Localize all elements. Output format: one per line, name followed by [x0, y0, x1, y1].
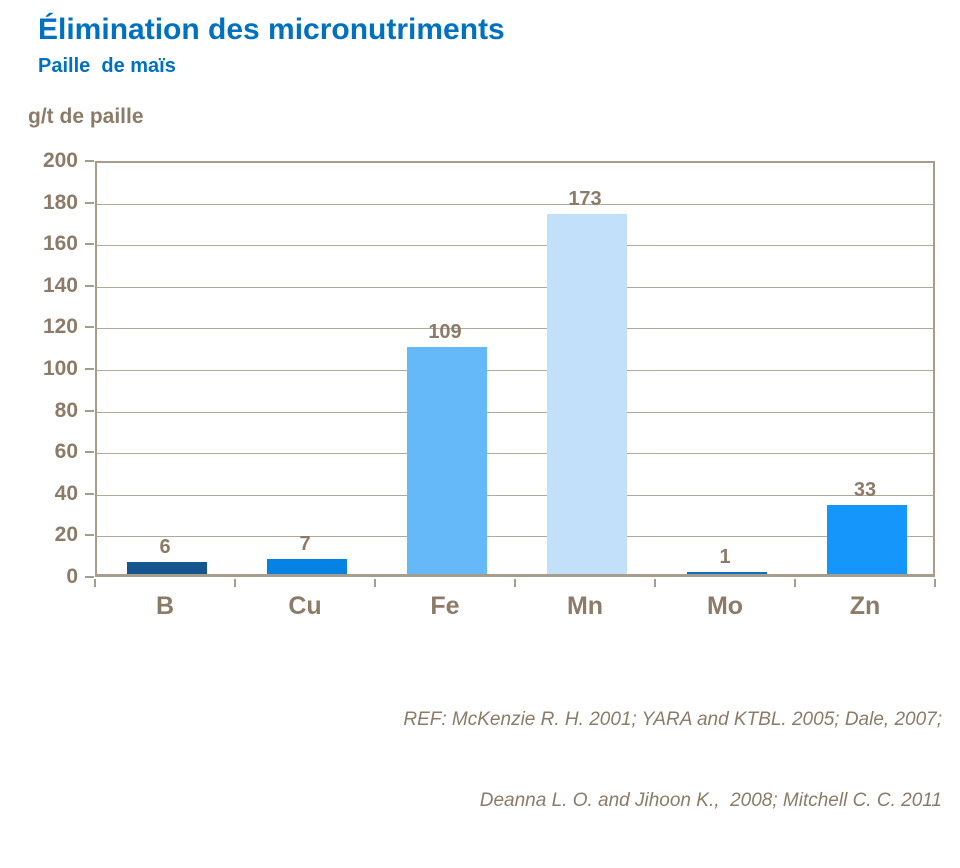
y-tick-label-100: 100 [42, 357, 78, 380]
y-tick-label-160: 160 [42, 232, 78, 256]
bar-B [127, 561, 207, 574]
gridline-y-180 [97, 203, 933, 205]
x-tick-mark-0 [94, 579, 96, 587]
y-axis-unit-label: g/t de paille [28, 105, 144, 128]
gridline-y-120 [97, 328, 933, 330]
gridline-y-140 [97, 286, 933, 288]
y-tick-mark-160 [85, 243, 94, 246]
bar-Fe [407, 347, 487, 574]
x-category-label-Mo: Mo [706, 592, 744, 620]
x-tick-mark-2 [374, 579, 376, 587]
y-tick-label-140: 140 [42, 273, 78, 297]
bar-value-label-Fe: 109 [428, 321, 462, 344]
x-tick-mark-6 [934, 579, 936, 587]
bar-Mo [687, 571, 767, 574]
gridline-y-100 [97, 370, 933, 371]
gridline-y-160 [97, 245, 933, 247]
gridline-y-40 [97, 494, 933, 496]
y-tick-mark-40 [85, 492, 94, 495]
y-tick-label-20: 20 [54, 523, 78, 547]
gridline-y-20 [97, 536, 933, 538]
y-tick-label-40: 40 [54, 481, 78, 505]
y-tick-mark-100 [85, 368, 94, 370]
slide-canvas: Élimination des micronutriments Paille d… [28, 13, 942, 811]
y-tick-label-80: 80 [54, 398, 78, 422]
chart-title: Élimination des micronutriments [38, 13, 505, 46]
reference-line-2: Deanna L. O. and Jihoon K., 2008; Mitche… [479, 790, 942, 811]
gridline-y-60 [97, 453, 933, 455]
x-tick-mark-5 [794, 579, 796, 587]
bar-value-label-Mn: 173 [568, 188, 602, 211]
chart-subtitle: Paille de maïs [38, 55, 176, 77]
y-tick-mark-60 [85, 451, 94, 454]
x-category-label-B: B [155, 592, 175, 620]
y-tick-mark-120 [85, 326, 94, 329]
x-category-label-Zn: Zn [849, 592, 881, 620]
bar-value-label-B: 6 [159, 535, 171, 558]
y-tick-mark-200 [85, 160, 94, 162]
x-tick-mark-4 [654, 579, 656, 587]
x-category-label-Cu: Cu [288, 592, 322, 620]
y-tick-label-60: 60 [54, 440, 78, 464]
bar-Zn [827, 505, 907, 574]
bar-value-label-Mo: 1 [719, 545, 731, 568]
y-tick-label-200: 200 [42, 149, 78, 172]
x-tick-mark-1 [234, 579, 236, 587]
y-tick-mark-80 [85, 409, 94, 412]
bar-Mn [547, 214, 627, 574]
y-tick-mark-0 [85, 576, 94, 578]
plot-area [95, 161, 935, 577]
bar-value-label-Zn: 33 [853, 479, 877, 502]
x-category-label-Fe: Fe [430, 592, 460, 620]
y-tick-label-180: 180 [42, 190, 78, 214]
x-tick-mark-3 [514, 579, 516, 587]
y-tick-label-120: 120 [42, 315, 78, 339]
y-tick-label-0: 0 [66, 565, 78, 588]
y-tick-mark-140 [85, 284, 94, 287]
reference-text: REF: McKenzie R. H. 2001; YARA and KTBL.… [240, 652, 942, 868]
y-tick-mark-180 [85, 201, 94, 204]
gridline-y-80 [97, 411, 933, 413]
x-category-label-Mn: Mn [566, 592, 604, 620]
bar-Cu [267, 559, 347, 574]
bar-value-label-Cu: 7 [299, 533, 311, 556]
y-tick-mark-20 [85, 534, 94, 537]
